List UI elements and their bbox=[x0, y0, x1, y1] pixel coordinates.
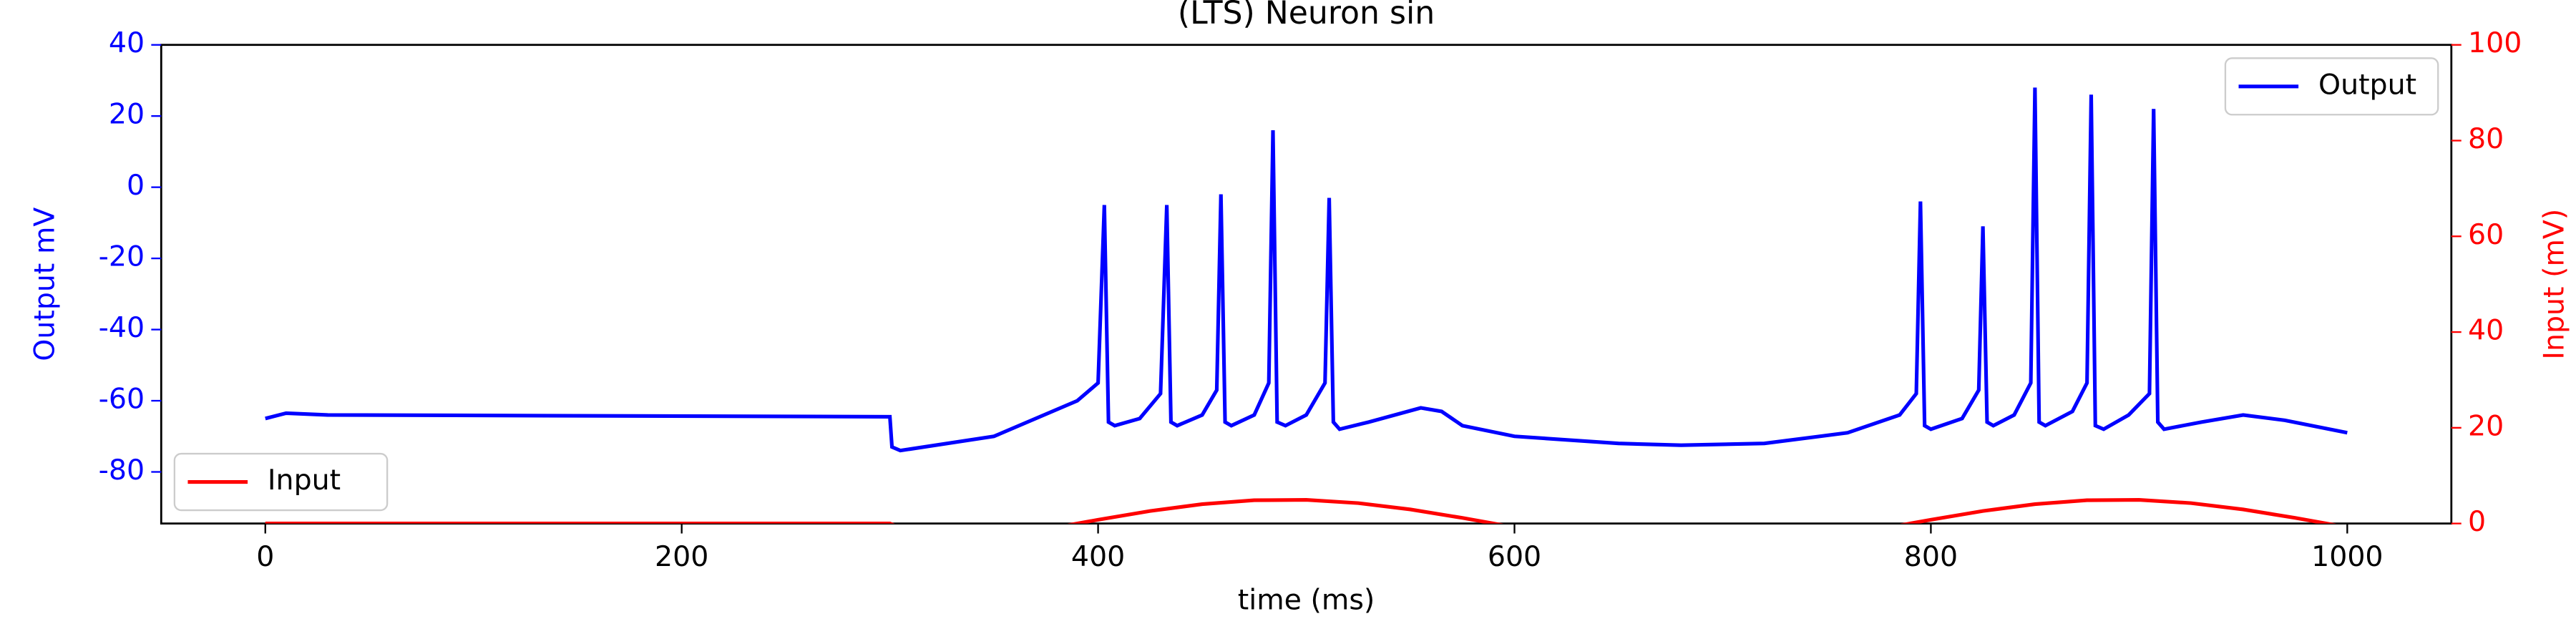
x-tick-label: 0 bbox=[256, 540, 274, 573]
y2-tick-label: 20 bbox=[2468, 409, 2504, 442]
x-tick-label: 600 bbox=[1488, 540, 1541, 573]
x-axis-label: time (ms) bbox=[1238, 583, 1375, 616]
legend-box bbox=[173, 452, 389, 512]
y-tick-label: 40 bbox=[109, 26, 145, 59]
y-tick-label: -20 bbox=[99, 240, 145, 273]
y2-tick-label: 40 bbox=[2468, 314, 2504, 347]
x-tick-label: 800 bbox=[1904, 540, 1958, 573]
legend-label: Output bbox=[2318, 68, 2416, 101]
y-tick-label: -40 bbox=[99, 311, 145, 344]
plot-frame bbox=[160, 44, 2453, 525]
chart-title: (LTS) Neuron sin bbox=[1178, 0, 1435, 31]
y2-axis-label: Input (mV) bbox=[2538, 209, 2571, 360]
x-tick-label: 1000 bbox=[2311, 540, 2383, 573]
x-tick-label: 200 bbox=[655, 540, 708, 573]
legend-box bbox=[2224, 57, 2439, 116]
plot-area bbox=[265, 87, 2348, 524]
line-series bbox=[265, 498, 2337, 524]
legend-label: Input bbox=[268, 464, 341, 497]
y2-tick-label: 100 bbox=[2468, 26, 2522, 59]
y2-tick-label: 80 bbox=[2468, 122, 2504, 155]
line-series bbox=[265, 87, 2348, 453]
y-axis-label: Output mV bbox=[29, 208, 62, 361]
y2-tick-label: 60 bbox=[2468, 218, 2504, 251]
y-tick-label: 20 bbox=[109, 98, 145, 131]
y2-tick-label: 0 bbox=[2468, 505, 2486, 538]
y-tick-label: -60 bbox=[99, 383, 145, 416]
y-tick-label: -80 bbox=[99, 454, 145, 487]
y-tick-label: 0 bbox=[127, 169, 145, 202]
x-tick-label: 400 bbox=[1071, 540, 1125, 573]
